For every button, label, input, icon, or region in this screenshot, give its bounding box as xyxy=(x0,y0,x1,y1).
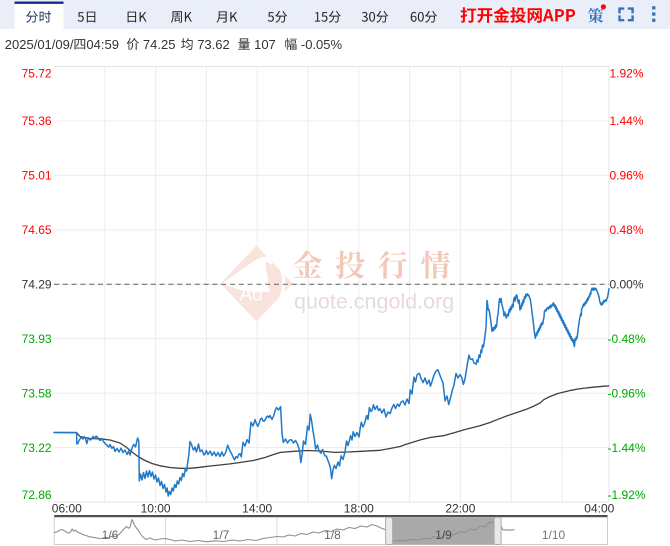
svg-text:-0.48%: -0.48% xyxy=(607,332,645,346)
svg-text:04:59: 04:59 xyxy=(86,37,119,52)
svg-text:14:00: 14:00 xyxy=(242,501,272,515)
svg-text:0.96%: 0.96% xyxy=(609,169,643,183)
svg-text:74.29: 74.29 xyxy=(22,278,52,292)
svg-text:-0.96%: -0.96% xyxy=(607,386,645,400)
svg-text:75.01: 75.01 xyxy=(22,169,52,183)
svg-text:75.36: 75.36 xyxy=(22,114,52,128)
svg-text:74.65: 74.65 xyxy=(22,223,52,237)
svg-text:73.93: 73.93 xyxy=(22,332,52,346)
svg-text:22:00: 22:00 xyxy=(445,501,475,515)
svg-text:1/10: 1/10 xyxy=(542,528,566,542)
svg-text:0.48%: 0.48% xyxy=(609,223,643,237)
svg-text:107: 107 xyxy=(254,37,276,52)
svg-text:quote.cngold.org: quote.cngold.org xyxy=(294,290,454,314)
svg-text:1.44%: 1.44% xyxy=(609,114,643,128)
svg-text:18:00: 18:00 xyxy=(344,501,374,515)
svg-text:1/6: 1/6 xyxy=(102,528,119,542)
svg-text:04:00: 04:00 xyxy=(584,501,614,515)
svg-text:1/9: 1/9 xyxy=(435,528,452,542)
svg-text:75.72: 75.72 xyxy=(22,67,52,81)
svg-text:0.00%: 0.00% xyxy=(609,278,643,292)
svg-text:06:00: 06:00 xyxy=(52,501,82,515)
svg-text:1/7: 1/7 xyxy=(213,528,230,542)
svg-text:1.92%: 1.92% xyxy=(609,67,643,81)
svg-text:2025/01/09/: 2025/01/09/ xyxy=(5,37,74,52)
svg-text:73.62: 73.62 xyxy=(197,37,230,52)
svg-text:74.25: 74.25 xyxy=(143,37,176,52)
svg-text:-0.05%: -0.05% xyxy=(301,37,343,52)
svg-text:73.22: 73.22 xyxy=(22,441,52,455)
svg-text:Au: Au xyxy=(240,285,263,306)
svg-text:72.86: 72.86 xyxy=(22,488,52,502)
svg-text:-1.92%: -1.92% xyxy=(607,488,645,502)
svg-text:-1.44%: -1.44% xyxy=(607,441,645,455)
svg-text:73.58: 73.58 xyxy=(22,386,52,400)
svg-text:1/8: 1/8 xyxy=(324,528,341,542)
svg-text:10:00: 10:00 xyxy=(141,501,171,515)
